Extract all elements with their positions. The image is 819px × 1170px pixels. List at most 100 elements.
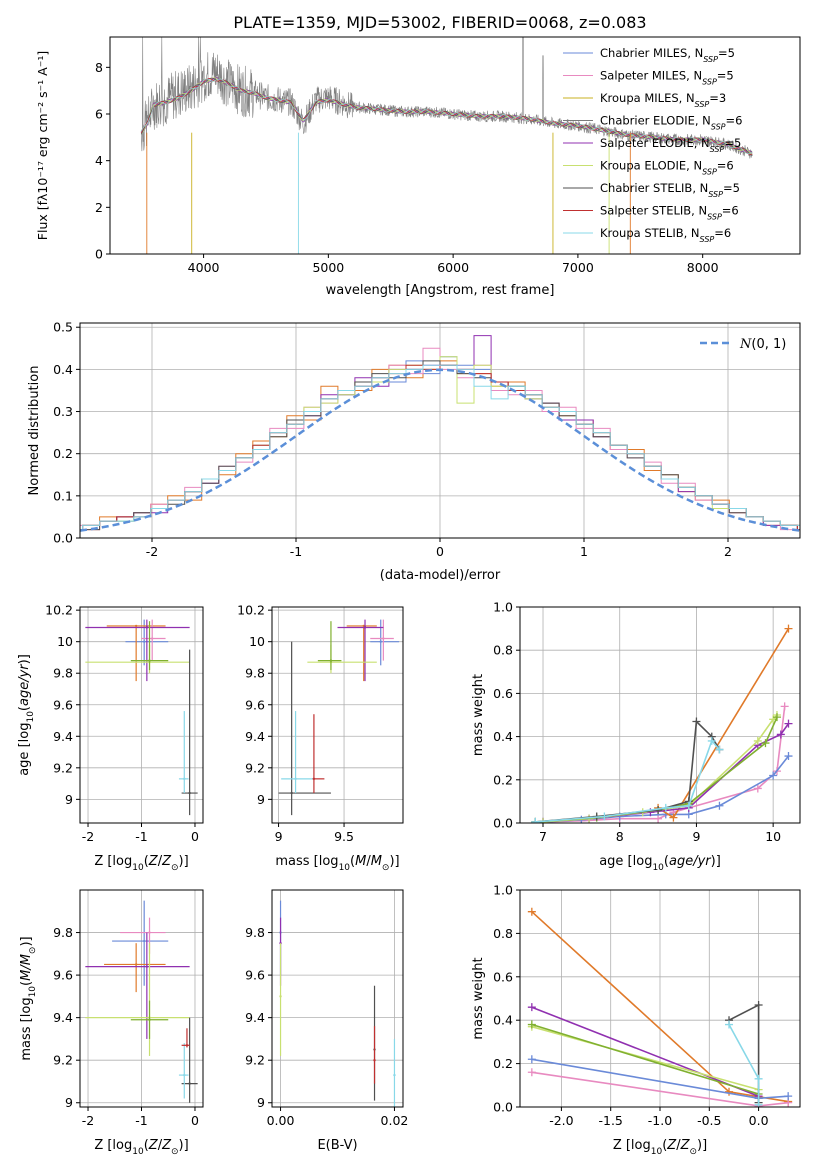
data-point — [393, 1073, 396, 1077]
label-var: Z — [161, 1138, 172, 1153]
label-part: )] — [711, 854, 721, 869]
panel-z-mass: -2 -1 099.29.49.69.8Z [log10(Z/Z⊙)]mass [l… — [19, 889, 204, 1157]
legend-label-main: Chabrier STELIB, N — [600, 181, 708, 195]
data-point — [148, 1018, 151, 1021]
y-tick-label: 0.4 — [53, 362, 73, 377]
weight-line — [542, 706, 786, 823]
y-tick-label: 9 — [65, 792, 73, 807]
weight-marker — [753, 736, 762, 745]
label-sub: ⊙ — [28, 947, 38, 955]
plot-area — [520, 607, 800, 823]
label-sub: 10 — [132, 1147, 144, 1157]
data-point — [148, 931, 151, 934]
y-tick-label: 9.6 — [53, 697, 73, 712]
weight-marker — [527, 1068, 536, 1077]
weight-marker — [600, 812, 609, 821]
legend-label-tail: =5 — [724, 136, 741, 150]
legend-label-main: Salpeter STELIB, N — [600, 204, 707, 218]
label-part: Z [log — [94, 1138, 132, 1153]
label-part: )] — [389, 854, 399, 869]
x-tick-label: 10 — [765, 829, 781, 844]
data-point — [363, 626, 367, 629]
label-part: Z [log — [613, 1138, 651, 1153]
y-tick-label: 0.5 — [53, 320, 73, 335]
x-tick-label: -1.5 — [599, 1113, 623, 1128]
weight-marker — [784, 752, 793, 761]
x-tick-label: -2 — [82, 829, 94, 844]
y-tick-label: 4 — [95, 153, 103, 168]
label-sub: 10 — [28, 986, 38, 998]
plot-area — [80, 890, 203, 1107]
weight-marker — [754, 1074, 763, 1083]
legend-label-main: Salpeter ELODIE, N — [600, 136, 710, 150]
label-part: ( — [664, 854, 669, 869]
x-tick-label: 9.5 — [334, 829, 354, 844]
y-tick-label: 0 — [95, 247, 103, 262]
legend-label: Kroupa ELODIE, NSSP=6 — [600, 159, 734, 177]
weight-line — [531, 1006, 759, 1097]
data-point — [362, 624, 365, 628]
y-tick-label: 9.8 — [245, 925, 265, 940]
data-point — [142, 640, 146, 643]
legend-label-main: Salpeter MILES, N — [600, 69, 702, 83]
y-tick-label: 1.0 — [493, 883, 513, 898]
legend-label-tail: =6 — [726, 114, 743, 128]
data-point — [379, 640, 382, 643]
weight-marker — [753, 784, 762, 793]
label-part: mass [log — [275, 854, 338, 869]
x-axis-label: mass [log10(M/M⊙)] — [275, 854, 399, 873]
plot-area — [140, 37, 753, 254]
label-part: ( — [144, 854, 149, 869]
plot-area — [80, 323, 800, 538]
y-tick-label: 9.6 — [245, 697, 265, 712]
data-point — [373, 1058, 376, 1062]
y-tick-label: 9.4 — [245, 729, 265, 744]
weight-marker — [715, 745, 724, 754]
weight-marker — [754, 1100, 763, 1107]
x-tick-label: 0.02 — [381, 1113, 409, 1128]
weight-marker — [707, 736, 716, 745]
weight-marker — [772, 713, 781, 722]
data-point — [290, 791, 293, 795]
x-axis-label: Z [log10(Z/Z⊙)] — [94, 1138, 188, 1157]
y-tick-label: 9.6 — [53, 968, 73, 983]
y-tick-label: 9.2 — [53, 1053, 73, 1068]
label-part: )] — [697, 1138, 707, 1153]
y-tick-label: 0.1 — [53, 488, 73, 503]
axes-frame — [519, 889, 801, 1108]
legend-label-tail: =6 — [717, 159, 734, 173]
y-tick-label: 0.0 — [53, 531, 73, 546]
data-point — [142, 939, 146, 943]
label-part: age [log — [17, 723, 32, 776]
data-point — [145, 965, 149, 968]
axes-frame — [109, 36, 801, 255]
weight-marker — [527, 907, 536, 916]
model-line — [140, 77, 753, 156]
legend-label: Kroupa MILES, NSSP=3 — [600, 91, 726, 109]
data-point — [382, 637, 385, 640]
panel-z-weight: -2.0 -1.5 -1.0 -0.5 0.0 0.0 0.2 0.4 0.6 0.8 1.0 Z [… — [471, 883, 801, 1157]
gaussian-curve — [80, 368, 800, 532]
y-tick-label: 0.8 — [493, 643, 513, 658]
data-point — [294, 777, 297, 781]
x-axis-label: E(B-V) — [317, 1138, 357, 1153]
legend-label-sub: SSP — [702, 77, 717, 86]
label-part: / — [158, 854, 163, 869]
weight-marker — [754, 1001, 763, 1010]
label-var: age/yr — [669, 854, 712, 869]
y-tick-label: 0.2 — [53, 446, 73, 461]
axes-frame — [79, 889, 204, 1108]
axes-frame — [271, 889, 404, 1108]
label-var: Z — [161, 854, 172, 869]
y-tick-label: 10.2 — [45, 603, 73, 618]
legend-label: Chabrier STELIB, NSSP=5 — [600, 181, 740, 199]
weight-line — [531, 1025, 759, 1091]
y-axis-label: Flux [fλ10⁻¹⁷ erg cm⁻² s⁻¹ A⁻¹] — [35, 51, 50, 240]
data-point — [134, 963, 138, 966]
label-var: age/yr — [17, 663, 32, 706]
model-line — [140, 76, 753, 154]
label-var: Z — [148, 854, 159, 869]
legend-label-main: Kroupa STELIB, N — [600, 226, 700, 240]
weight-marker — [527, 1003, 536, 1012]
